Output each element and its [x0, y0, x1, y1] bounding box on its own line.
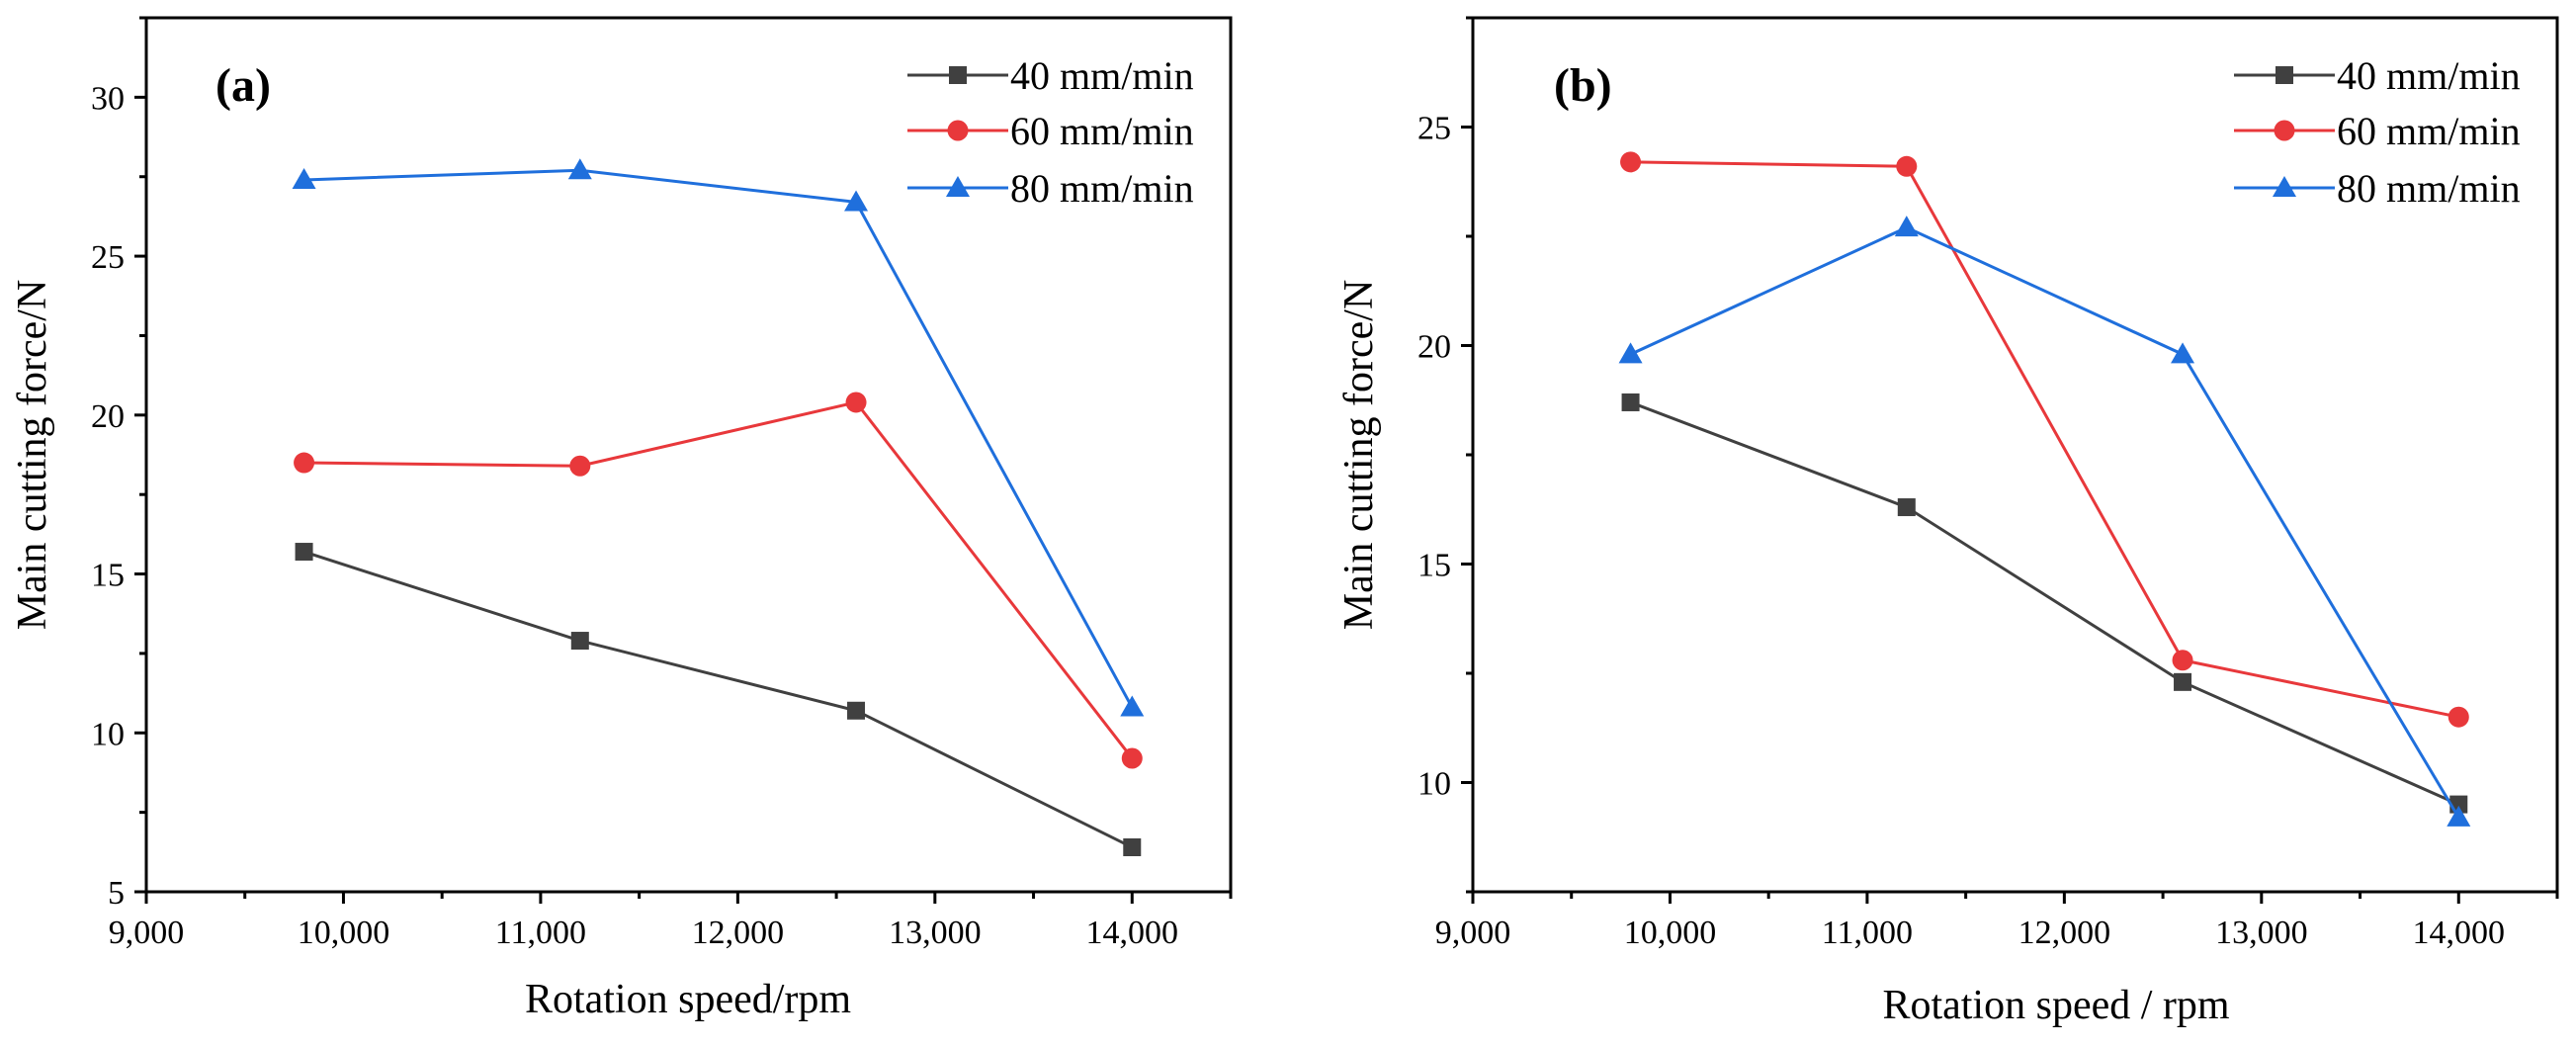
x-tick-label: 12,000 [2018, 915, 2111, 951]
y-tick-label: 10 [1417, 766, 1451, 803]
y-tick-label: 25 [1417, 111, 1451, 147]
data-point [1618, 342, 1643, 364]
series-layer [1618, 151, 2471, 827]
plot-frame [144, 16, 1233, 894]
legend-entry: 40 mm/min [2234, 53, 2521, 98]
x-tick-label: 11,000 [1822, 915, 1913, 951]
legend-marker [946, 176, 970, 197]
y-axis-label: Main cutting force/N [10, 280, 55, 631]
x-tick-label: 11,000 [495, 915, 586, 951]
data-point [295, 543, 313, 562]
legend-label: 60 mm/min [1010, 109, 1194, 153]
legend-marker [2274, 120, 2295, 141]
legend-label: 60 mm/min [2337, 109, 2521, 153]
y-tick-label: 20 [1417, 329, 1451, 366]
panel-label: (a) [215, 59, 271, 112]
data-point [567, 158, 592, 180]
legend: 40 mm/min 60 mm/min 80 mm/min [907, 53, 1194, 211]
chart-panel-a: (a) Rotation speed/rpm Main cutting forc… [10, 16, 1233, 1022]
y-tick-label: 20 [91, 398, 125, 435]
y-tick-label: 30 [91, 80, 125, 117]
data-point [570, 632, 589, 651]
x-tick-label: 13,000 [889, 915, 982, 951]
x-tick-label: 13,000 [2215, 915, 2308, 951]
legend-marker [949, 66, 967, 84]
y-axis-label: Main cutting force/N [1336, 280, 1382, 631]
legend-marker [2273, 176, 2296, 197]
x-tick-label: 10,000 [298, 915, 390, 951]
chart-panel-b: (b) Rotation speed / rpm Main cutting fo… [1336, 16, 2559, 1028]
x-axis-ticks: 9,000 10,000 11,000 12,000 13,000 14,000 [109, 892, 1233, 951]
legend-entry: 60 mm/min [2234, 109, 2521, 153]
x-tick-label: 14,000 [2413, 915, 2506, 951]
data-point [1621, 393, 1640, 411]
x-tick-label: 12,000 [692, 915, 785, 951]
legend-label: 80 mm/min [2337, 166, 2521, 211]
data-point [569, 455, 591, 477]
data-point [1620, 151, 1642, 173]
series-line [1630, 160, 2459, 719]
x-axis-ticks: 9,000 10,000 11,000 12,000 13,000 14,000 [1435, 892, 2559, 951]
legend-marker [947, 120, 969, 141]
legend-entry: 80 mm/min [2234, 166, 2521, 211]
data-point [1894, 216, 1919, 237]
y-tick-label: 25 [91, 239, 125, 276]
legend: 40 mm/min 60 mm/min 80 mm/min [2234, 53, 2521, 211]
series-line [1629, 225, 2460, 819]
legend-marker [2275, 66, 2293, 84]
data-point [847, 701, 866, 720]
data-point [1897, 498, 1916, 517]
data-point [2174, 672, 2192, 691]
legend-entry: 80 mm/min [907, 166, 1194, 211]
y-tick-label: 5 [108, 875, 125, 912]
x-axis-label: Rotation speed / rpm [1882, 983, 2229, 1028]
data-point [2171, 342, 2195, 364]
y-axis-ticks: 5 10 15 20 25 30 [91, 16, 146, 912]
y-tick-label: 10 [91, 716, 125, 752]
panel-label: (b) [1554, 59, 1612, 112]
x-tick-label: 9,000 [1435, 915, 1511, 951]
y-tick-label: 15 [91, 558, 125, 594]
y-tick-label: 15 [1417, 548, 1451, 584]
data-point [2447, 706, 2469, 728]
data-point [844, 190, 869, 212]
data-point [2172, 650, 2193, 671]
legend-label: 40 mm/min [2337, 53, 2521, 98]
y-axis-ticks: 10 15 20 25 [1417, 16, 1473, 894]
data-point [2447, 805, 2471, 827]
series-line [303, 550, 1133, 849]
legend-entry: 40 mm/min [907, 53, 1194, 98]
x-tick-label: 14,000 [1086, 915, 1179, 951]
series-layer [292, 158, 1145, 856]
x-tick-label: 9,000 [109, 915, 185, 951]
data-point [294, 452, 315, 474]
data-point [1121, 747, 1143, 769]
data-point [1120, 695, 1145, 717]
data-point [1123, 837, 1142, 856]
series-line [303, 400, 1134, 759]
legend-label: 80 mm/min [1010, 166, 1194, 211]
legend-entry: 60 mm/min [907, 109, 1194, 153]
series-line [1630, 400, 2459, 806]
data-point [1896, 155, 1918, 177]
data-point [845, 392, 867, 413]
data-point [292, 167, 316, 189]
series-line [303, 168, 1134, 709]
x-tick-label: 10,000 [1624, 915, 1717, 951]
legend-label: 40 mm/min [1010, 53, 1194, 98]
x-axis-label: Rotation speed/rpm [525, 977, 851, 1022]
